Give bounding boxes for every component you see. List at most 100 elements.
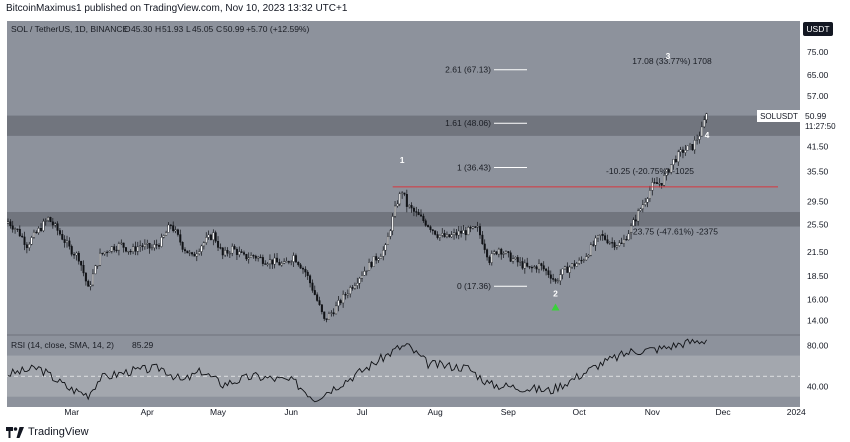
candle-body — [427, 225, 430, 227]
candle-body — [259, 256, 262, 259]
candle-body — [252, 255, 255, 257]
candle-body — [233, 246, 236, 250]
candle-body — [198, 251, 201, 255]
candle-body — [250, 255, 253, 258]
candle-body — [14, 228, 17, 230]
legend-change: +5.70 (+12.59%) — [246, 24, 309, 34]
candle-body — [351, 287, 354, 289]
candle-body — [65, 240, 68, 243]
candle-body — [703, 119, 706, 128]
candle-body — [278, 261, 281, 266]
candle-body — [113, 246, 116, 251]
candle-body — [434, 230, 437, 235]
candle-body — [448, 234, 451, 238]
candle-body — [143, 244, 146, 247]
candle-body — [561, 268, 564, 275]
candle-body — [495, 251, 498, 255]
candle-body — [302, 268, 305, 270]
candle-body — [37, 228, 40, 233]
time-axis-tick: Aug — [428, 407, 443, 417]
candle-body — [165, 232, 168, 236]
candle-body — [276, 257, 279, 263]
footer: TradingView — [0, 422, 850, 442]
candle-body — [193, 253, 196, 257]
price-legend: SOL / TetherUS, 1D, BINANCE O 45.30 H 51… — [11, 24, 309, 34]
candle-body — [103, 251, 106, 255]
candle-body — [153, 244, 156, 249]
candle-body — [552, 278, 555, 280]
candle-body — [70, 246, 73, 255]
price-axis-tick: 65.00 — [807, 70, 829, 80]
candle-body — [148, 243, 151, 249]
candle-body — [257, 256, 260, 259]
candle-body — [554, 279, 557, 282]
candle-body — [497, 248, 500, 255]
candle-body — [172, 225, 175, 232]
candle-body — [648, 190, 651, 199]
currency-badge[interactable]: USDT — [803, 22, 833, 36]
candle-body — [396, 203, 399, 207]
candle-body — [457, 230, 460, 236]
candle-body — [663, 175, 666, 186]
candle-body — [389, 230, 392, 237]
chart-area[interactable]: 2.61 (67.13) 1.61 (48.06) 1 (36.43) 0 (17.3… — [0, 17, 850, 422]
price-pane[interactable] — [7, 21, 800, 335]
candle-body — [443, 233, 446, 238]
candle-body — [613, 242, 616, 248]
price-axis-tick: 35.50 — [807, 167, 829, 177]
candle-body — [155, 244, 158, 246]
candle-body — [16, 228, 19, 230]
candle-body — [677, 151, 680, 163]
candle-body — [512, 258, 515, 262]
candle-body — [9, 221, 12, 226]
candle-body — [325, 318, 328, 320]
candle-body — [379, 256, 382, 259]
candle-body — [73, 254, 76, 256]
candle-body — [630, 225, 633, 235]
candle-body — [453, 232, 456, 235]
candle-body — [361, 275, 364, 279]
footer-brand: TradingView — [28, 426, 89, 438]
candle-body — [68, 240, 71, 247]
candle-body — [589, 244, 592, 256]
candle-body — [597, 235, 600, 239]
candle-body — [566, 266, 569, 273]
candle-body — [420, 214, 423, 217]
legend-high-label: H — [155, 24, 161, 34]
candle-body — [54, 223, 57, 226]
price-axis-tick: 29.50 — [807, 196, 829, 206]
candle-body — [332, 312, 335, 315]
candle-body — [611, 242, 614, 244]
legend-close-label: C — [216, 24, 222, 34]
candle-body — [200, 245, 203, 252]
candle-body — [106, 251, 109, 254]
candle-body — [49, 217, 52, 222]
candle-body — [606, 239, 609, 244]
candle-body — [471, 226, 474, 229]
candle-body — [585, 256, 588, 261]
chart-svg[interactable]: 2.61 (67.13) 1.61 (48.06) 1 (36.43) 0 (17.3… — [0, 17, 850, 422]
rsi-axis-tick: 40.00 — [807, 381, 829, 391]
candle-body — [486, 249, 489, 258]
candle-body — [342, 294, 345, 304]
candle-body — [377, 258, 380, 261]
candle-body — [58, 230, 61, 235]
candle-body — [254, 255, 257, 259]
candle-body — [205, 237, 208, 243]
candle-body — [11, 225, 14, 230]
legend-symbol: SOL / TetherUS, 1D, BINANCE — [11, 24, 128, 34]
candle-body — [670, 164, 673, 173]
candle-body — [179, 234, 182, 243]
candle-body — [592, 244, 595, 246]
candle-body — [32, 231, 35, 238]
time-axis-tick: Sep — [501, 407, 516, 417]
candle-body — [209, 234, 212, 240]
price-tag-price: 50.99 — [805, 111, 827, 121]
candle-body — [306, 271, 309, 276]
candle-body — [681, 149, 684, 153]
candle-body — [412, 207, 415, 212]
candle-body — [368, 262, 371, 271]
candle-body — [207, 234, 210, 238]
candle-body — [514, 257, 517, 259]
wave-label: 2 — [553, 288, 558, 298]
